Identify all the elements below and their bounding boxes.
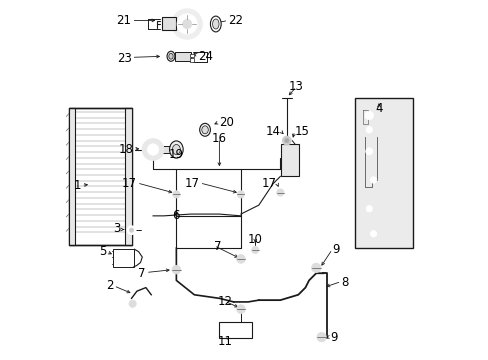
Bar: [280, 144, 298, 176]
Text: 15: 15: [294, 125, 309, 138]
Ellipse shape: [199, 123, 210, 136]
Circle shape: [236, 305, 244, 314]
Text: 3: 3: [113, 222, 121, 235]
Bar: [113, 249, 134, 267]
Bar: [162, 17, 175, 31]
Text: 6: 6: [172, 210, 180, 222]
Circle shape: [237, 191, 244, 198]
Text: 17: 17: [184, 177, 199, 190]
Text: 7: 7: [138, 267, 145, 280]
Circle shape: [182, 19, 191, 29]
Bar: [153, 146, 176, 153]
Circle shape: [369, 177, 376, 183]
Bar: [190, 58, 194, 62]
Circle shape: [364, 111, 373, 120]
Text: 20: 20: [219, 116, 234, 129]
Circle shape: [129, 300, 136, 307]
Circle shape: [369, 230, 376, 237]
Text: 18: 18: [118, 143, 133, 156]
Text: 24: 24: [198, 50, 212, 63]
Bar: [354, 98, 412, 248]
Circle shape: [129, 228, 133, 232]
Circle shape: [142, 139, 163, 160]
Text: 7: 7: [214, 240, 221, 253]
Bar: [219, 321, 251, 338]
Ellipse shape: [167, 51, 175, 61]
Text: 9: 9: [332, 243, 339, 256]
Text: 22: 22: [228, 14, 243, 27]
Text: 8: 8: [341, 276, 348, 289]
Text: 9: 9: [330, 331, 337, 344]
Text: 17: 17: [122, 177, 137, 190]
Circle shape: [282, 136, 290, 145]
Circle shape: [172, 265, 180, 274]
Ellipse shape: [172, 144, 180, 154]
Ellipse shape: [210, 16, 221, 32]
Circle shape: [284, 138, 288, 143]
Bar: [190, 54, 194, 57]
Circle shape: [172, 9, 202, 39]
Text: 11: 11: [217, 335, 232, 348]
Circle shape: [251, 246, 258, 253]
Circle shape: [147, 144, 159, 155]
Text: 21: 21: [116, 14, 131, 27]
Text: 10: 10: [247, 233, 262, 246]
Text: 5: 5: [99, 245, 106, 258]
Text: 23: 23: [117, 51, 131, 64]
Circle shape: [236, 255, 244, 263]
Circle shape: [366, 127, 372, 133]
Bar: [125, 108, 131, 244]
Text: 1: 1: [74, 179, 81, 192]
Bar: [69, 108, 131, 244]
Text: 13: 13: [288, 80, 304, 93]
Text: 4: 4: [374, 102, 382, 115]
Bar: [69, 108, 75, 244]
Circle shape: [365, 148, 372, 155]
Circle shape: [127, 226, 136, 234]
Ellipse shape: [202, 126, 208, 134]
Ellipse shape: [212, 19, 219, 29]
Circle shape: [276, 189, 284, 196]
Text: 16: 16: [211, 132, 226, 145]
Bar: [174, 52, 190, 60]
Text: 17: 17: [261, 177, 276, 190]
Circle shape: [172, 191, 180, 198]
Circle shape: [311, 263, 320, 273]
Text: 2: 2: [106, 279, 113, 292]
Circle shape: [316, 332, 325, 342]
Circle shape: [366, 206, 372, 212]
Ellipse shape: [169, 141, 183, 158]
Text: 19: 19: [168, 148, 183, 161]
Ellipse shape: [168, 53, 173, 59]
Text: 14: 14: [265, 125, 280, 138]
Text: 12: 12: [217, 296, 232, 309]
Circle shape: [177, 14, 197, 34]
